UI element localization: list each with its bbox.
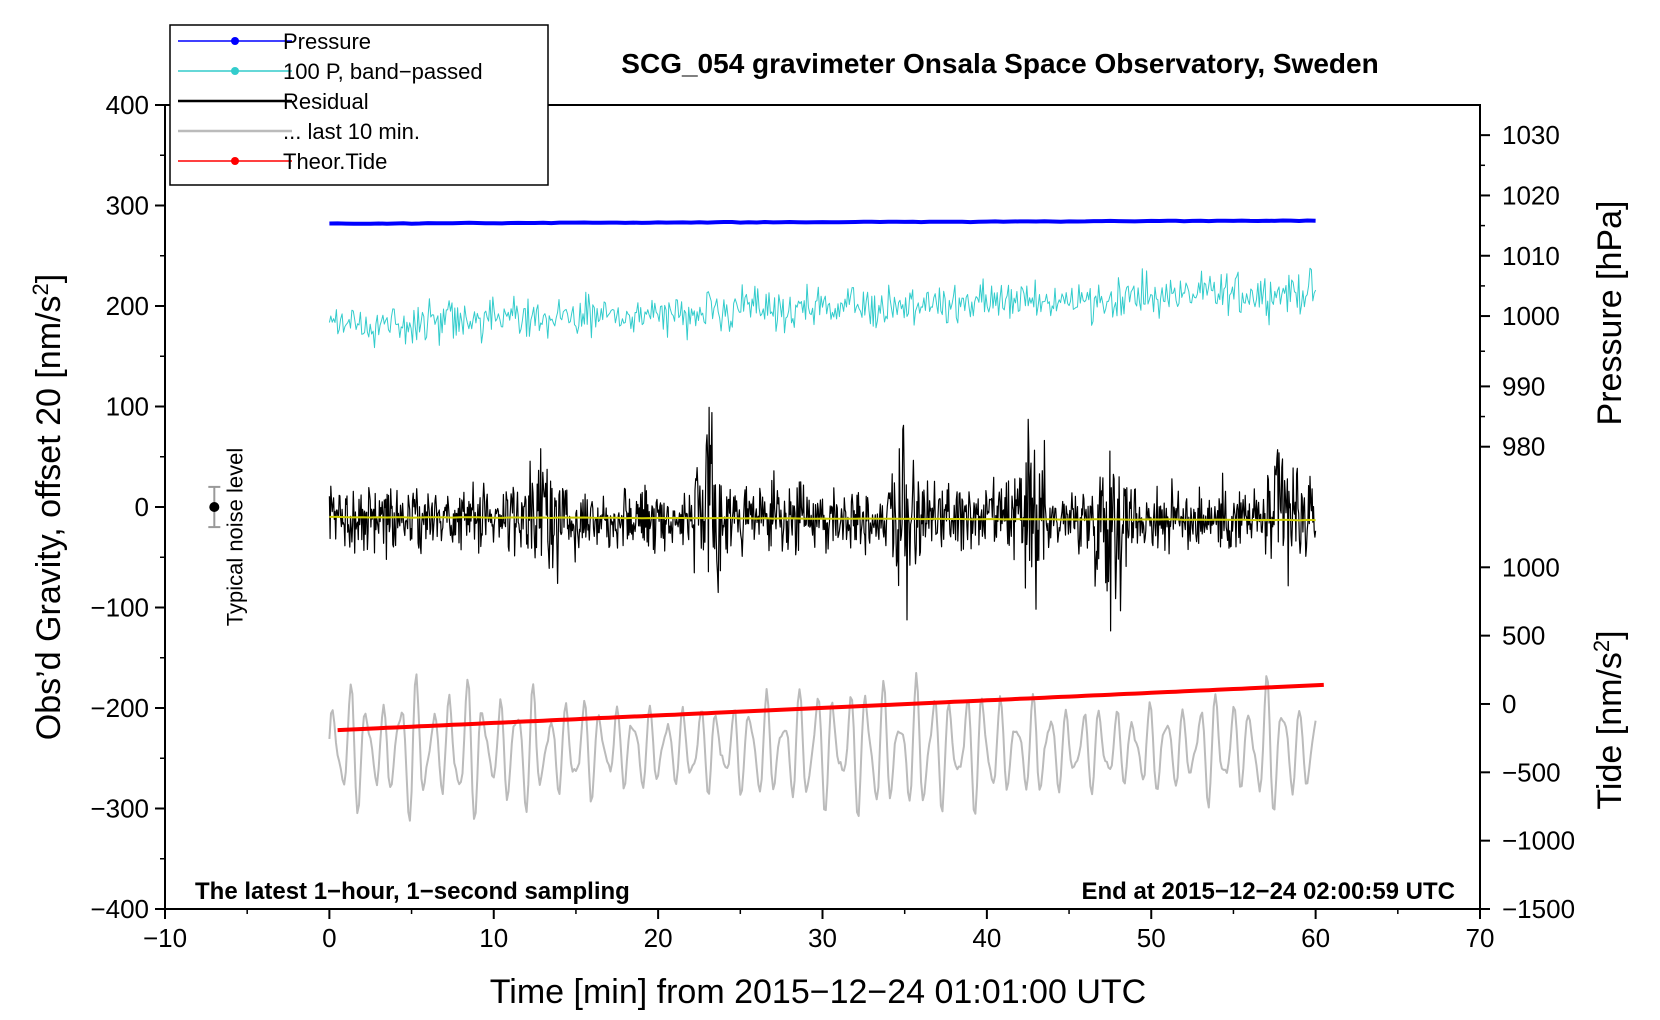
pressure-tick-label: 1010 — [1502, 241, 1560, 271]
x-tick-label: 40 — [972, 923, 1001, 953]
y-tick-label: −300 — [90, 794, 149, 824]
x-axis-title: Time [min] from 2015−12−24 01:01:00 UTC — [490, 973, 1146, 1011]
x-tick-label: 60 — [1301, 923, 1330, 953]
pressure-tick-label: 980 — [1502, 432, 1545, 462]
tide-tick-label: 0 — [1502, 689, 1516, 719]
legend-label: Residual — [283, 89, 369, 114]
series-mean-line — [329, 515, 1316, 522]
sampling-note: The latest 1−hour, 1−second sampling — [195, 878, 630, 905]
series-theor-tide-line — [337, 682, 1324, 733]
tide-tick-label: 500 — [1502, 621, 1545, 651]
noise-level-label: Typical noise level — [222, 448, 247, 627]
chart-title: SCG_054 gravimeter Onsala Space Observat… — [621, 48, 1378, 79]
x-tick-label: 10 — [479, 923, 508, 953]
tide-tick-label: −500 — [1502, 757, 1561, 787]
noise-bar-dot — [209, 502, 220, 512]
y-tick-label: 100 — [106, 392, 149, 422]
y-tick-label: −200 — [90, 693, 149, 723]
y-tick-label: 300 — [106, 191, 149, 221]
series-pressure-line — [329, 218, 1316, 226]
pressure-tick-label: 1000 — [1502, 301, 1560, 331]
pressure-tick-label: 1020 — [1502, 180, 1560, 210]
x-tick-label: 0 — [322, 923, 336, 953]
legend-label: 100 P, band−passed — [283, 59, 483, 84]
legend-marker — [231, 37, 239, 45]
series-band-passed-line — [328, 267, 1317, 349]
legend-marker — [231, 157, 239, 165]
y-tick-label: −100 — [90, 593, 149, 623]
legend: Pressure 100 P, band−passed Residual ... la… — [169, 24, 549, 186]
series-layer — [328, 218, 1324, 822]
legend-marker — [231, 67, 239, 75]
x-tick-label: −10 — [143, 923, 187, 953]
legend-label: Pressure — [283, 29, 371, 54]
pressure-tick-label: 990 — [1502, 371, 1545, 401]
x-tick-label: 50 — [1137, 923, 1166, 953]
y-axis-title-pressure: Pressure [hPa] — [1591, 201, 1629, 426]
tide-tick-label: −1500 — [1502, 894, 1575, 924]
y-axis-title-left: Obs’d Gravity, offset 20 [nm/s2] — [28, 274, 68, 740]
x-tick-label: 70 — [1466, 923, 1495, 953]
y-tick-label: 200 — [106, 291, 149, 321]
y-axis-title-tide: Tide [nm/s2] — [1589, 630, 1629, 809]
legend-label: Theor.Tide — [283, 149, 387, 174]
x-tick-label: 20 — [644, 923, 673, 953]
y-tick-label: −400 — [90, 894, 149, 924]
pressure-tick-label: 1030 — [1502, 120, 1560, 150]
axes-layer: −10 0 10 20 30 40 50 60 70−400−300−200−100010020… — [90, 90, 1575, 953]
y-tick-label: 0 — [135, 492, 149, 522]
y-tick-label: 400 — [106, 90, 149, 120]
tide-tick-label: −1000 — [1502, 826, 1575, 856]
legend-label: ... last 10 min. — [283, 119, 420, 144]
series-last-10-min-line — [328, 672, 1317, 822]
end-time-note: End at 2015−12−24 02:00:59 UTC — [1081, 878, 1455, 905]
noise-level-indicator: Typical noise level — [208, 448, 247, 627]
tide-tick-label: 1000 — [1502, 552, 1560, 582]
x-tick-label: 30 — [808, 923, 837, 953]
